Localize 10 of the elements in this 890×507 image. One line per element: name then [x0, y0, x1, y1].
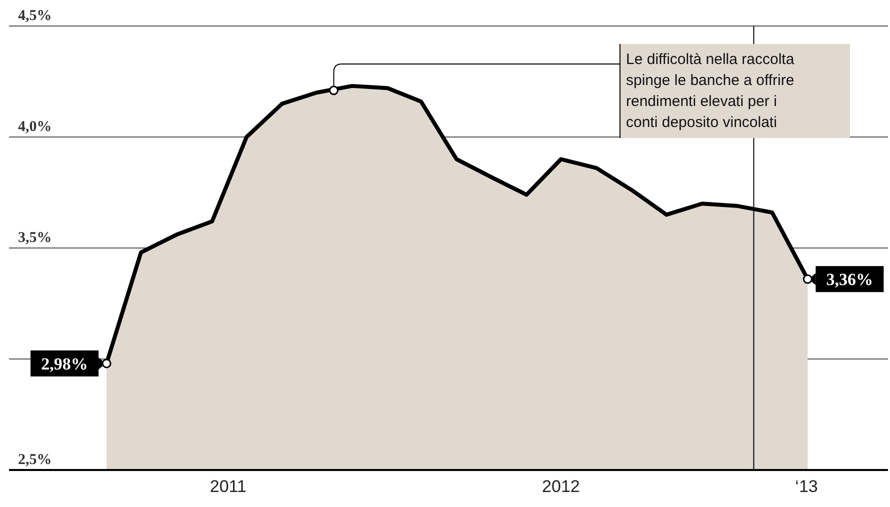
- y-tick-label: 4,5%: [18, 8, 52, 24]
- y-tick-label: 3,5%: [18, 230, 52, 246]
- y-tick-label: 4,0%: [18, 119, 52, 135]
- data-label: 3,36%: [826, 270, 874, 290]
- annotation: Le difficoltà nella raccolta spinge le banche a offrire rendimenti elevati per i conti deposito vincolati: [626, 51, 795, 131]
- x-tick-label: ‘13: [795, 477, 818, 496]
- x-tick-label: 2012: [542, 477, 580, 496]
- x-tick-label: 2011: [210, 477, 246, 496]
- data-label: 2,98%: [41, 354, 88, 374]
- y-tick-label: 2,5%: [18, 452, 52, 468]
